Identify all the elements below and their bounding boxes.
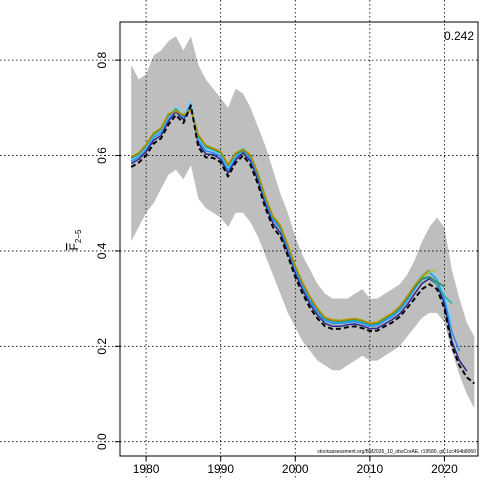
y-axis-label: F2−5 bbox=[67, 229, 83, 250]
footer-note: stockassessment.org/BM2026_10_obsCorAE, … bbox=[317, 449, 476, 455]
x-tick-label: 2010 bbox=[357, 462, 384, 476]
x-tick-label: 2020 bbox=[431, 462, 458, 476]
confidence-band-layer bbox=[131, 36, 475, 409]
y-tick-label: 0.2 bbox=[95, 338, 109, 355]
plot-frame bbox=[119, 21, 479, 457]
axis-layer: 1980 1990 2000 2010 2020 0.0 0.2 0.4 0.6 0.8 bbox=[95, 51, 458, 476]
x-tick-label: 1990 bbox=[207, 462, 234, 476]
confidence-band bbox=[131, 36, 475, 409]
y-tick-label: 0.4 bbox=[95, 242, 109, 259]
series-line-estimate bbox=[130, 104, 475, 385]
corner-value-label: 0.242 bbox=[444, 29, 474, 43]
series-layer bbox=[130, 99, 475, 385]
y-tick-label: 0.8 bbox=[95, 51, 109, 68]
x-tick-label: 2000 bbox=[282, 462, 309, 476]
y-tick-label: 0.6 bbox=[95, 147, 109, 164]
x-tick-label: 1980 bbox=[133, 462, 160, 476]
y-axis-label-main: F bbox=[67, 243, 81, 250]
series-line-retro bbox=[130, 109, 430, 325]
y-tick-label: 0.0 bbox=[95, 433, 109, 450]
y-axis-label-sub: 2−5 bbox=[74, 229, 83, 243]
